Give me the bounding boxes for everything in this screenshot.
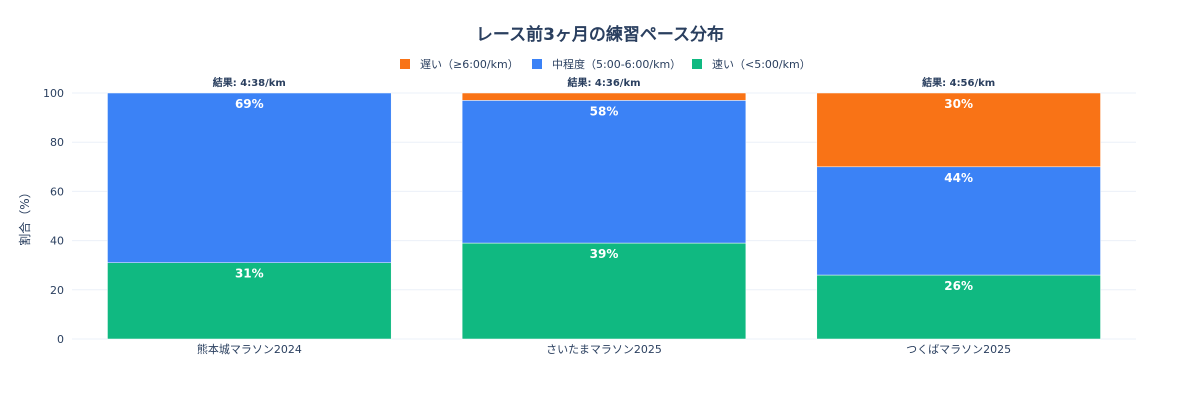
bar-data-label: 30% (944, 97, 973, 111)
chart-title: レース前3ヶ月の練習ペース分布 (476, 24, 724, 45)
legend-item[interactable]: 中程度（5:00-6:00/km） (532, 57, 681, 71)
y-tick-label: 40 (50, 235, 64, 248)
bar-segment[interactable] (816, 92, 1101, 168)
result-annotation: 結果: 4:38/km (213, 76, 286, 89)
y-tick-label: 100 (43, 87, 64, 100)
bar-segment[interactable] (461, 242, 747, 340)
result-annotation: 結果: 4:36/km (567, 76, 640, 89)
bar-segment[interactable] (107, 262, 392, 340)
x-tick-label: つくばマラソン2025 (906, 343, 1011, 356)
legend-label: 中程度（5:00-6:00/km） (552, 57, 681, 71)
legend-item[interactable]: 遅い（≥6:00/km） (400, 58, 519, 71)
x-tick-label: さいたまマラソン2025 (546, 343, 662, 356)
bar-data-label: 69% (235, 97, 264, 111)
legend-swatch (400, 59, 410, 69)
bar-data-label: 58% (590, 104, 619, 118)
bar-segment[interactable] (107, 92, 392, 263)
result-annotation: 結果: 4:56/km (922, 76, 995, 89)
y-tick-label: 60 (50, 185, 64, 198)
bar-data-label: 44% (944, 171, 973, 185)
legend-swatch (532, 59, 542, 69)
legend-label: 遅い（≥6:00/km） (420, 58, 519, 71)
y-tick-label: 80 (50, 136, 64, 149)
bar-data-label: 26% (944, 279, 973, 293)
legend-item[interactable]: 速い（<5:00/km） (692, 58, 811, 71)
annotations: 結果: 4:38/km 結果: 4:36/km 結果: 4:56/km (213, 76, 995, 89)
bars (107, 92, 1101, 340)
x-tick-label: 熊本城マラソン2024 (197, 342, 302, 356)
bar-data-label: 39% (590, 247, 619, 261)
bar-segment[interactable] (461, 92, 747, 101)
bar-segment[interactable] (461, 100, 747, 244)
y-axis-title: 割合（%） (17, 186, 32, 245)
data-labels: 31% 69% 39% 58% 26% 44% 30% (235, 97, 973, 293)
bar-data-label: 31% (235, 267, 264, 281)
legend-swatch (692, 59, 702, 69)
y-tick-label: 0 (57, 333, 64, 346)
bar-segment[interactable] (816, 274, 1101, 340)
x-axis-ticks: 熊本城マラソン2024 さいたまマラソン2025 つくばマラソン2025 (197, 342, 1011, 356)
legend[interactable]: 遅い（≥6:00/km） 中程度（5:00-6:00/km） 速い（<5:00/km… (400, 57, 811, 71)
legend-label: 速い（<5:00/km） (712, 58, 811, 71)
y-tick-label: 20 (50, 284, 64, 297)
y-axis-ticks: 0 20 40 60 80 100 (43, 87, 64, 346)
